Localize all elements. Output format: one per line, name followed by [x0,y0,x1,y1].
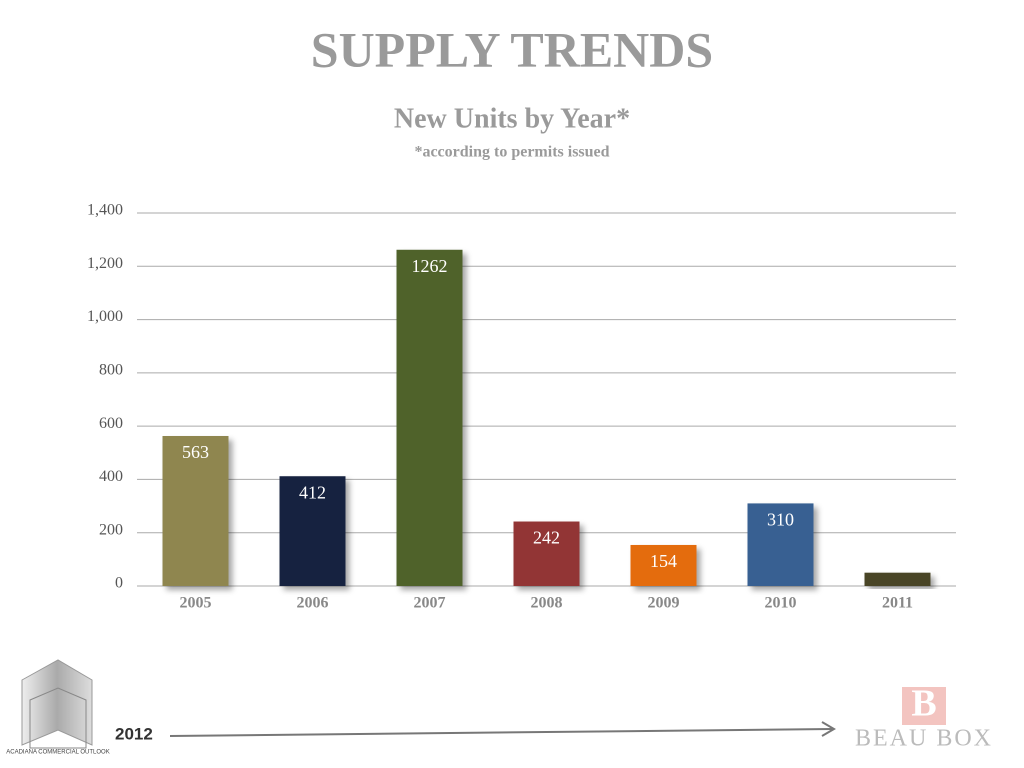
bar [513,521,580,586]
bar [864,572,931,586]
y-tick-label: 1,000 [87,308,123,325]
bar [630,544,697,586]
data-label: 242 [533,528,560,548]
brand-mark: B [911,683,936,725]
timeline-arrow [169,728,833,737]
x-tick-label: 2007 [414,595,446,612]
y-tick-label: 1,200 [87,255,123,272]
x-tick-label: 2009 [648,595,680,612]
data-label: 154 [650,551,677,571]
data-label: 412 [299,482,326,502]
bar [162,436,229,586]
data-label: 563 [182,442,209,462]
bar [396,249,463,586]
data-label: 310 [767,510,794,530]
data-label: 1262 [412,256,448,276]
bar [747,503,814,586]
y-tick-label: 200 [99,521,123,538]
chart-subtitle: New Units by Year* [394,103,630,134]
brand-name: BEAU BOX [855,726,993,752]
footer-year: 2012 [115,724,153,743]
y-tick-label: 400 [99,468,123,485]
y-tick-label: 1,400 [87,202,123,219]
x-tick-label: 2005 [180,595,212,612]
x-tick-label: 2008 [531,595,563,612]
chart-title: SUPPLY TRENDS [311,21,713,77]
x-tick-label: 2011 [882,595,913,612]
y-tick-label: 600 [99,415,123,432]
arrow-head [821,721,836,737]
chart-note: *according to permits issued [414,144,609,161]
x-tick-label: 2010 [765,595,797,612]
bar [279,476,346,586]
y-tick-label: 800 [99,362,123,379]
logo-text: ACADIANA COMMERCIAL OUTLOOK [6,750,109,756]
x-tick-label: 2006 [297,595,329,612]
brand-mark-box [902,687,946,725]
logo: ACADIANA COMMERCIAL OUTLOOK [6,659,110,756]
y-tick-label: 0 [115,575,123,592]
